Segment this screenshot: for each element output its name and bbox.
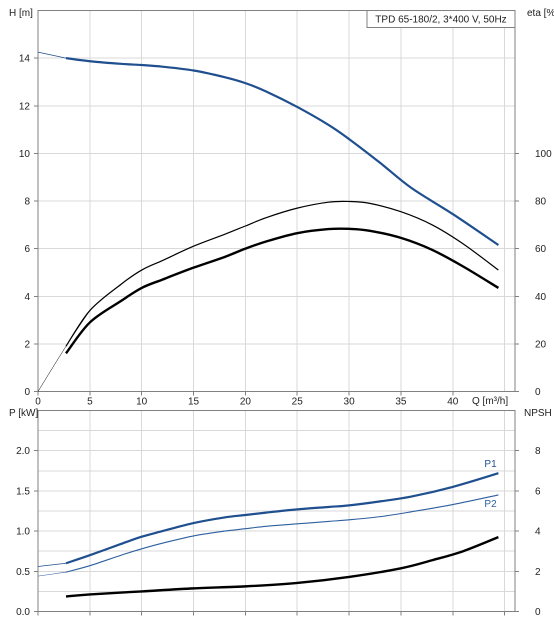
y-tick-label-h: 14 [19,54,31,65]
y-axis-label-npsh: NPSH [m] [524,408,554,419]
y-tick-label-npsh: 8 [535,446,541,457]
y-tick-label-eta: 80 [535,197,547,208]
y-tick-label-npsh: 4 [535,527,541,538]
power-plot-frame [37,410,516,612]
efficiency-curve-upper [65,200,499,347]
power-npsh-series: P1 P2 [37,459,499,598]
y-tick-label-eta: 0 [535,387,541,398]
p2-curve-extension [37,571,67,577]
y-tick-label-h: 6 [24,244,30,255]
y-axis-label-p: P [kW] [9,408,38,419]
x-tick-label: 15 [188,397,200,408]
series-label-p2: P2 [484,499,497,510]
x-tick-label: 10 [136,397,148,408]
y-tick-label-eta: 40 [535,292,547,303]
y-tick-label-h: 10 [19,149,31,160]
x-tick-label: 30 [344,397,356,408]
y-tick-label-npsh: 0 [535,607,541,618]
y-tick-label-p: 0.0 [16,607,30,618]
head-axis-ticks: 0 5 10 15 20 25 30 35 40 0 2 4 6 8 10 12 14 0 20 40 60 80 100 [19,54,552,408]
y-tick-label-p: 2.0 [16,446,30,457]
y-tick-label-p: 1.5 [16,486,30,497]
x-tick-label: 25 [292,397,304,408]
y-tick-label-h: 4 [24,292,30,303]
p1-curve [65,472,499,565]
head-curve [65,57,500,246]
y-tick-label-npsh: 6 [535,486,541,497]
chart-title: TPD 65-180/2, 3*400 V, 50Hz [375,15,506,26]
y-tick-label-h: 0 [24,387,30,398]
head-efficiency-series [37,51,500,392]
head-efficiency-panel: 0 5 10 15 20 25 30 35 4002468101214020406080100 … [9,8,554,408]
chart-title-box [366,10,516,28]
y-axis-label-h: H [m] [9,8,33,19]
y-tick-label-eta: 60 [535,244,547,255]
y-tick-label-h: 8 [24,197,30,208]
power-npsh-panel: P1 P2 0.0 0.5 1.0 1.5 2.0 0 2 4 6 8 P [kW] NPSH [m… [9,408,554,618]
y-tick-label-eta: 100 [535,149,552,160]
y-tick-label-h: 12 [19,101,31,112]
x-tick-label: 20 [240,397,252,408]
y-axis-label-eta: eta [%] [527,8,554,19]
y-tick-label-h: 2 [24,339,30,350]
efficiency-curve-extension [37,310,91,392]
npsh-curve [65,536,499,598]
p1-curve-extension [37,562,67,567]
x-tick-label: 0 [35,397,41,408]
series-label-p1: P1 [484,459,497,470]
x-axis-label-q: Q [m³/h] [472,396,508,407]
y-tick-label-npsh: 2 [535,567,541,578]
y-tick-label-p: 1.0 [16,527,30,538]
efficiency-curve-lower [65,227,500,355]
y-tick-label-p: 0.5 [16,567,30,578]
p2-curve [65,494,499,573]
head-grid [37,10,515,392]
x-tick-label: 40 [447,397,459,408]
x-tick-label: 5 [87,397,93,408]
y-tick-label-eta: 20 [535,339,547,350]
x-tick-label: 35 [395,397,407,408]
head-curve-extension [37,51,67,59]
power-axis-ticks: 0.0 0.5 1.0 1.5 2.0 0 2 4 6 8 [16,446,541,618]
